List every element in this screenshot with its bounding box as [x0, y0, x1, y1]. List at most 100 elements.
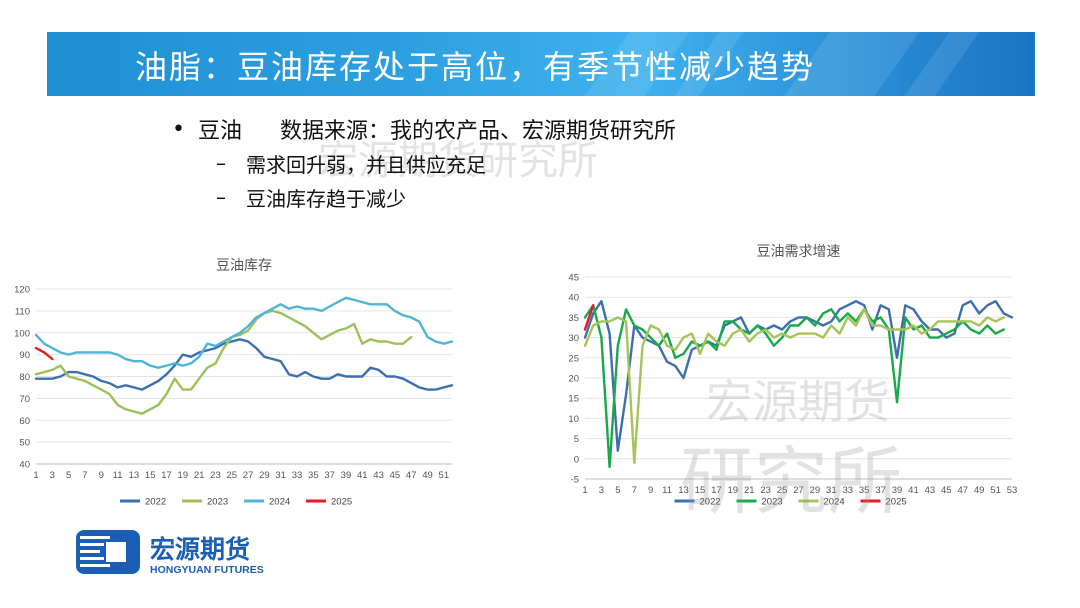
y-tick-label: 5	[574, 434, 579, 445]
x-tick-label: 29	[259, 470, 270, 481]
series-line-2024	[583, 308, 1005, 465]
legend-label-2022: 2022	[700, 497, 721, 508]
x-tick-label: 9	[648, 485, 653, 496]
x-tick-label: 19	[728, 485, 739, 496]
bullet-dot-icon: •	[172, 116, 185, 142]
chart-title: 豆油库存	[216, 258, 272, 274]
x-tick-label: 51	[439, 470, 450, 481]
x-tick-label: 1	[33, 470, 38, 481]
x-tick-label: 27	[793, 485, 804, 496]
legend-label-2025: 2025	[331, 497, 352, 508]
y-tick-label: 110	[15, 306, 30, 317]
x-tick-label: 7	[82, 470, 87, 481]
dash-icon: –	[216, 151, 226, 175]
logo-cn-text: 宏源期货	[150, 535, 250, 564]
legend-label-2024: 2024	[269, 497, 290, 508]
x-tick-label: 45	[390, 470, 401, 481]
x-tick-label: 45	[941, 485, 952, 496]
series-line-2023	[34, 309, 413, 415]
x-tick-label: 15	[695, 485, 706, 496]
y-tick-label: 80	[19, 372, 30, 383]
x-tick-label: 39	[892, 485, 903, 496]
y-tick-label: 15	[568, 394, 579, 405]
series-line-2025	[583, 304, 595, 331]
logo-mark: 宏源期货 HONGYUAN FUTURES	[76, 530, 264, 576]
y-tick-label: 35	[568, 313, 579, 324]
x-tick-label: 27	[243, 470, 254, 481]
x-tick-label: 43	[373, 470, 384, 481]
y-tick-label: 30	[568, 333, 579, 344]
x-tick-label: 39	[341, 470, 352, 481]
x-tick-label: 17	[161, 470, 172, 481]
x-tick-label: 53	[1007, 485, 1018, 496]
series-line-2022	[34, 338, 454, 391]
x-tick-label: 5	[615, 485, 620, 496]
x-tick-label: 11	[662, 485, 672, 496]
x-tick-label: 3	[50, 470, 55, 481]
x-tick-label: 35	[308, 470, 319, 481]
x-tick-label: 49	[974, 485, 985, 496]
bullet-sub-1-text: 需求回升弱，并且供应充足	[246, 152, 486, 177]
x-tick-label: 19	[178, 470, 189, 481]
x-tick-label: 23	[760, 485, 771, 496]
x-tick-label: 33	[292, 470, 303, 481]
x-tick-label: 13	[678, 485, 689, 496]
y-tick-label: 50	[19, 438, 30, 449]
y-tick-label: 120	[14, 285, 30, 296]
watermark-mid: 宏源期货	[706, 375, 890, 429]
chart-title: 豆油需求增速	[757, 244, 841, 260]
x-tick-label: 41	[908, 485, 919, 496]
bullet-main-label: 豆油	[198, 119, 243, 144]
y-tick-label: 25	[568, 353, 579, 364]
series-line-2025	[34, 346, 54, 361]
x-tick-label: 15	[145, 470, 156, 481]
x-tick-label: 21	[744, 485, 755, 496]
bullet-main: • 豆油 数据来源：我的农产品、宏源期货研究所	[172, 112, 676, 146]
x-tick-label: 11	[113, 470, 123, 481]
x-tick-label: 31	[275, 470, 286, 481]
x-tick-label: 23	[210, 470, 221, 481]
legend-label-2023: 2023	[762, 497, 783, 508]
dash-icon: –	[216, 185, 226, 209]
x-tick-label: 17	[711, 485, 722, 496]
x-tick-label: 5	[66, 470, 71, 481]
x-tick-label: 41	[357, 470, 368, 481]
series-line-2023	[583, 304, 1005, 469]
legend-label-2025: 2025	[886, 497, 907, 508]
x-tick-label: 1	[582, 485, 587, 496]
legend-label-2022: 2022	[145, 497, 166, 508]
bullet-list: • 豆油 数据来源：我的农产品、宏源期货研究所 – 需求回升弱，并且供应充足 –…	[172, 112, 676, 214]
y-tick-label: 90	[19, 350, 30, 361]
legend-label-2024: 2024	[824, 497, 845, 508]
data-source: 数据来源：我的农产品、宏源期货研究所	[280, 119, 677, 144]
y-tick-label: 40	[568, 293, 579, 304]
y-tick-label: 100	[14, 328, 30, 339]
x-tick-label: 29	[810, 485, 821, 496]
x-tick-label: 43	[925, 485, 936, 496]
x-tick-label: 51	[990, 485, 1001, 496]
x-tick-label: 49	[422, 470, 433, 481]
x-tick-label: 13	[129, 470, 140, 481]
bullet-sub-1: – 需求回升弱，并且供应充足	[172, 146, 676, 180]
slide-title: 油脂：豆油库存处于高位，有季节性减少趋势	[135, 48, 816, 86]
x-tick-label: 9	[99, 470, 104, 481]
y-tick-label: 0	[574, 454, 579, 465]
y-tick-label: 60	[19, 416, 30, 427]
y-tick-label: 40	[19, 460, 30, 471]
y-tick-label: -5	[571, 475, 579, 486]
company-logo: 宏源期货 HONGYUAN FUTURES	[76, 528, 316, 580]
legend-label-2023: 2023	[207, 497, 228, 508]
y-tick-label: 45	[568, 273, 579, 284]
x-tick-label: 21	[194, 470, 205, 481]
x-tick-label: 47	[957, 485, 968, 496]
x-tick-label: 25	[777, 485, 788, 496]
x-tick-label: 37	[324, 470, 335, 481]
logo-en-text: HONGYUAN FUTURES	[150, 564, 264, 576]
x-tick-label: 33	[842, 485, 853, 496]
x-tick-label: 3	[599, 485, 604, 496]
y-tick-label: 20	[568, 374, 579, 385]
y-tick-label: 70	[19, 394, 30, 405]
title-banner: 油脂：豆油库存处于高位，有季节性减少趋势	[47, 32, 1035, 96]
